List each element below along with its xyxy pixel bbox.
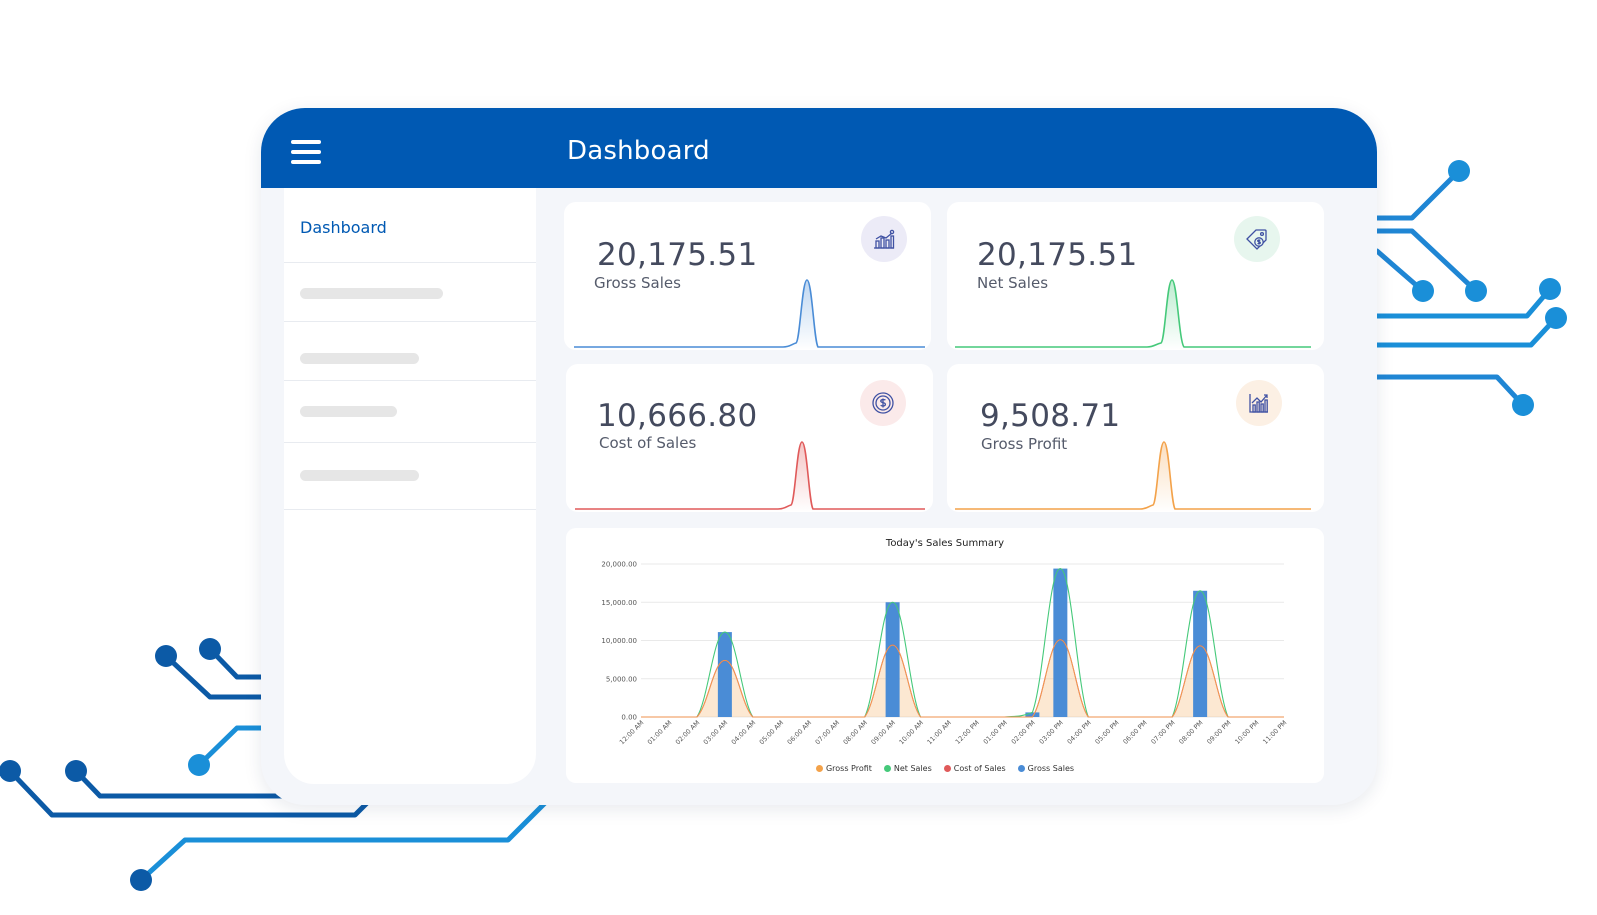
skeleton-bar (300, 353, 419, 364)
x-tick-label: 03:00 AM (702, 719, 729, 746)
sidebar-item-placeholder[interactable] (284, 322, 536, 381)
chart-title: Today's Sales Summary (885, 538, 1005, 549)
y-tick-label: 0.00 (621, 714, 637, 722)
y-tick-label: 5,000.00 (606, 675, 637, 683)
gross-sales-bar (1025, 712, 1040, 717)
cost-of-sales-card[interactable]: 10,666.80 Cost of Sales (566, 364, 933, 512)
x-tick-label: 06:00 AM (786, 719, 813, 746)
x-tick-label: 07:00 PM (1149, 719, 1176, 746)
gross-sales-value: 20,175.51 (597, 237, 758, 273)
x-tick-label: 01:00 PM (982, 719, 1009, 746)
bar-chart-up-icon (861, 216, 907, 262)
net-sales-card[interactable]: 20,175.51 Net Sales (947, 202, 1324, 350)
legend-item[interactable]: Gross Profit (815, 764, 872, 773)
net-sales-label: Net Sales (977, 274, 1049, 292)
sidebar-item-placeholder[interactable] (284, 263, 536, 322)
page-title: Dashboard (567, 136, 710, 166)
skeleton-bar (300, 288, 443, 299)
app-window: Dashboard Dashboard 20,175.51 Gross Sale… (261, 108, 1377, 805)
x-tick-label: 05:00 PM (1094, 719, 1121, 746)
chart-legend: Gross Profit Net Sales Cost of Sales Gross … (566, 764, 1324, 773)
x-tick-label: 12:00 PM (954, 719, 981, 746)
legend-label: Cost of Sales (953, 764, 1006, 773)
x-tick-label: 01:00 AM (646, 719, 673, 746)
cost-of-sales-label: Cost of Sales (599, 434, 697, 452)
y-tick-label: 15,000.00 (601, 599, 637, 607)
dollar-coin-icon (860, 380, 906, 426)
y-tick-label: 10,000.00 (601, 637, 637, 645)
sidebar-item-placeholder[interactable] (284, 443, 536, 510)
net-sales-sparkline (955, 279, 1311, 350)
legend-dot (883, 765, 891, 772)
x-tick-label: 05:00 AM (758, 719, 785, 746)
gross-sales-sparkline (574, 279, 925, 350)
gross-sales-bar (1193, 590, 1208, 717)
sidebar-item-placeholder[interactable] (284, 381, 536, 443)
x-tick-label: 09:00 AM (870, 719, 897, 746)
gross-sales-bar (885, 602, 900, 717)
cost-of-sales-value: 10,666.80 (597, 398, 758, 434)
x-tick-label: 08:00 PM (1177, 719, 1204, 746)
x-tick-label: 04:00 PM (1066, 719, 1093, 746)
sidebar-item-dashboard[interactable]: Dashboard (284, 188, 536, 263)
price-tag-dollar-icon (1234, 216, 1280, 262)
skeleton-bar (300, 406, 397, 417)
line-chart-up-icon (1236, 380, 1282, 426)
legend-item[interactable]: Net Sales (883, 764, 932, 773)
x-tick-label: 10:00 PM (1233, 719, 1260, 746)
gross-profit-line (640, 639, 1284, 718)
legend-label: Net Sales (893, 764, 932, 773)
top-bar: Dashboard (261, 108, 1377, 188)
gross-sales-card[interactable]: 20,175.51 Gross Sales (564, 202, 931, 350)
legend-item[interactable]: Cost of Sales (943, 764, 1006, 773)
legend-dot (1017, 765, 1025, 772)
sales-summary-chart: Today's Sales Summary 0.00 5,000.00 10,000… (566, 528, 1324, 783)
x-tick-label: 06:00 PM (1122, 719, 1149, 746)
chart-plot: 0.00 5,000.00 10,000.00 15,000.00 20,000.00 1… (601, 561, 1288, 747)
cost-of-sales-sparkline (575, 441, 925, 512)
x-tick-label: 11:00 AM (925, 719, 952, 746)
x-tick-label: 03:00 PM (1038, 719, 1065, 746)
legend-item[interactable]: Gross Sales (1017, 764, 1075, 773)
legend-label: Gross Sales (1027, 764, 1075, 773)
x-tick-label: 08:00 AM (842, 719, 869, 746)
y-tick-label: 20,000.00 (601, 561, 637, 569)
gross-profit-label: Gross Profit (981, 435, 1068, 453)
x-tick-label: 07:00 AM (814, 719, 841, 746)
legend-dot (943, 765, 951, 772)
legend-dot (815, 765, 823, 772)
gross-sales-label: Gross Sales (594, 274, 681, 292)
x-tick-label: 11:00 PM (1261, 719, 1288, 746)
gross-profit-area (641, 639, 1284, 717)
gross-profit-sparkline (955, 441, 1311, 512)
sidebar-item-label: Dashboard (300, 218, 387, 237)
x-tick-label: 02:00 PM (1010, 719, 1037, 746)
x-tick-label: 02:00 AM (674, 719, 701, 746)
skeleton-bar (300, 470, 419, 481)
sidebar: Dashboard (284, 188, 536, 784)
gross-profit-card[interactable]: 9,508.71 Gross Profit (947, 364, 1324, 512)
gross-sales-bar (1053, 568, 1068, 717)
legend-label: Gross Profit (825, 764, 872, 773)
x-tick-label: 04:00 AM (730, 719, 757, 746)
net-sales-value: 20,175.51 (977, 237, 1138, 273)
x-tick-label: 12:00 AM (618, 719, 645, 746)
hamburger-menu-icon[interactable] (291, 140, 321, 166)
gross-profit-value: 9,508.71 (980, 398, 1121, 434)
x-tick-label: 09:00 PM (1205, 719, 1232, 746)
gross-sales-bar (717, 632, 732, 717)
x-tick-label: 10:00 AM (898, 719, 925, 746)
